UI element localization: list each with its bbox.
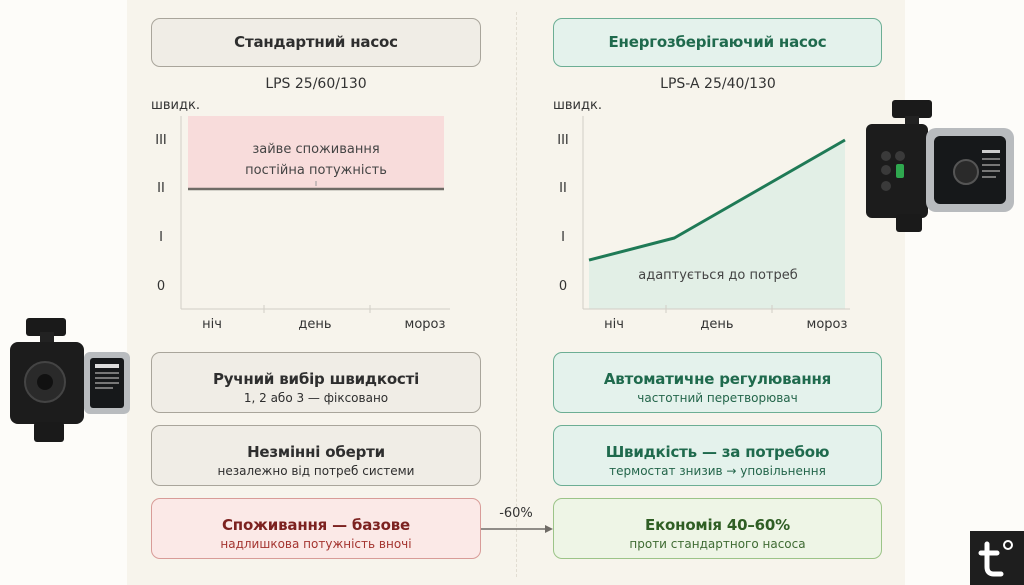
pump-efficient-icon — [866, 100, 1014, 232]
card-title: Автоматичне регулювання — [603, 370, 832, 388]
card-subtitle: частотний перетворювач — [637, 391, 798, 405]
adaptive-speed-line — [588, 138, 846, 262]
efficient-pump-title: Енергозберігаючий насос — [608, 33, 827, 51]
card-subtitle: незалежно від потреб системи — [217, 464, 415, 478]
standard-pump-header: Стандартний насос — [151, 18, 481, 67]
x-tick: мороз — [806, 317, 848, 332]
x-tick: ніч — [604, 317, 624, 332]
efficient-pump-header: Енергозберігаючий насос — [553, 18, 882, 67]
card-subtitle: надлишкова потужність вночі — [220, 537, 412, 551]
y-tick: I — [561, 230, 565, 245]
card-subtitle: 1, 2 або 3 — фіксовано — [243, 391, 389, 405]
card-title: Економія 40–60% — [645, 516, 790, 534]
waste-note-line2: постійна потужність — [245, 163, 387, 178]
manual-speed-card: Ручний вибір швидкості 1, 2 або 3 — фікс… — [151, 352, 481, 413]
x-tick: день — [298, 317, 332, 332]
base-consumption-card: Споживання — базове надлишкова потужніст… — [151, 498, 481, 559]
y-tick: III — [155, 133, 167, 148]
card-subtitle: термостат знизив → уповільнення — [609, 464, 826, 478]
y-tick: 0 — [558, 279, 568, 294]
savings-arrowhead — [545, 525, 553, 533]
card-title: Незмінні оберти — [247, 443, 385, 461]
card-title: Швидкість — за потребою — [605, 443, 830, 461]
demand-speed-card: Швидкість — за потребою термостат знизив… — [553, 425, 882, 486]
efficient-pump-model: LPS-A 25/40/130 — [660, 76, 776, 92]
right-y-axis-label: швидк. — [553, 98, 602, 113]
adaptive-note: адаптується до потреб — [638, 268, 798, 283]
waste-note-line1: зайве споживання — [252, 142, 380, 157]
savings-arrow-label: -60% — [499, 506, 533, 521]
standard-pump-title: Стандартний насос — [234, 33, 398, 51]
waste-area — [188, 116, 444, 189]
y-tick: III — [557, 133, 569, 148]
auto-regulation-card: Автоматичне регулювання частотний перетв… — [553, 352, 882, 413]
card-title: Споживання — базове — [221, 516, 410, 534]
y-tick: 0 — [156, 279, 166, 294]
adaptive-area — [589, 140, 845, 309]
pump-standard-icon — [10, 318, 130, 442]
left-y-axis-label: швидк. — [151, 98, 200, 113]
card-subtitle: проти стандартного насоса — [629, 537, 806, 551]
brand-logo-icon — [970, 531, 1024, 585]
savings-card: Економія 40–60% проти стандартного насос… — [553, 498, 882, 559]
x-tick: мороз — [404, 317, 446, 332]
standard-pump-model: LPS 25/60/130 — [265, 76, 367, 92]
x-tick: день — [700, 317, 734, 332]
waste-note: зайве споживання постійна потужність — [188, 139, 444, 181]
card-title: Ручний вибір швидкості — [212, 370, 420, 388]
y-tick: I — [159, 230, 163, 245]
fixed-rpm-card: Незмінні оберти незалежно від потреб сис… — [151, 425, 481, 486]
x-tick: ніч — [202, 317, 222, 332]
y-tick: II — [157, 181, 165, 196]
center-divider — [516, 12, 517, 577]
y-tick: II — [559, 181, 567, 196]
